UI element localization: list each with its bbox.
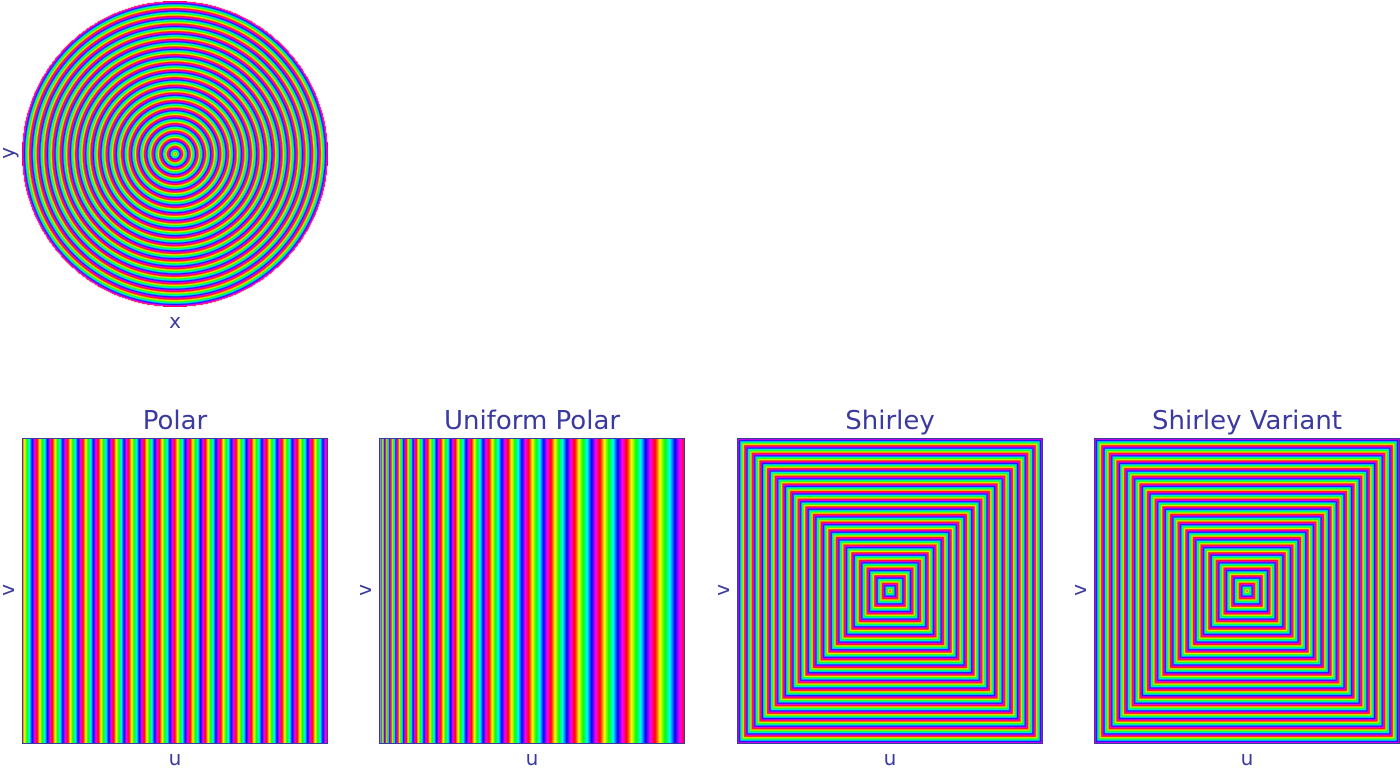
polar-x-label: u [168,746,182,770]
uniform-polar-x-label: u [525,746,539,770]
shirley-title: Shirley [845,406,935,436]
shirley-x-label: u [883,746,897,770]
disk-panel: x y [0,0,340,340]
polar-title: Polar [142,406,208,436]
shirley-panel: Shirley u v [710,400,1060,770]
uniform-polar-title: Uniform Polar [443,406,621,436]
shirley-variant-title: Shirley Variant [1152,406,1342,436]
shirley-mapping-pattern [737,438,1043,744]
shirley-variant-panel: Shirley Variant u v [1067,400,1400,770]
polar-y-label: v [0,575,19,605]
shirley-variant-mapping-pattern [1094,438,1400,744]
uniform-polar-mapping-pattern [379,438,685,744]
uniform-polar-y-label: v [352,584,376,596]
uniform-polar-panel: Uniform Polar u v [352,400,702,770]
shirley-variant-x-label: u [1240,746,1254,770]
polar-mapping-pattern [22,438,328,744]
shirley-variant-y-label: v [1067,584,1091,596]
shirley-y-label: v [710,584,734,596]
polar-panel: Polar u v [0,400,345,770]
disk-y-label: y [0,138,19,168]
disk-ring-pattern [22,1,328,307]
disk-x-label: x [169,309,181,333]
